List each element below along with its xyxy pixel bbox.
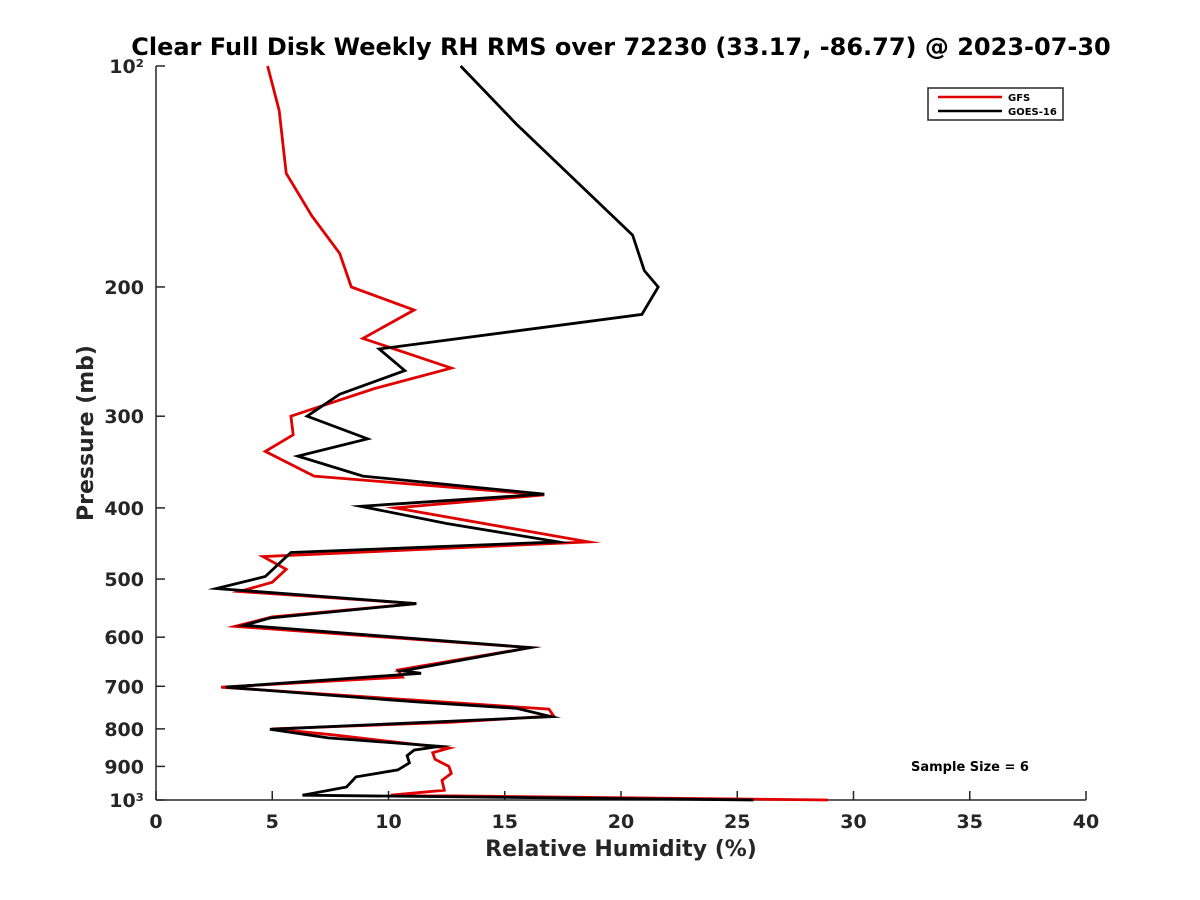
y-tick-label-700: 700 — [104, 676, 144, 698]
x-tick-label-20: 20 — [608, 811, 634, 833]
y-tick-label-800: 800 — [104, 719, 144, 741]
x-tick-label-0: 0 — [149, 811, 162, 833]
series-line-gfs — [221, 65, 828, 802]
y-tick-label-600: 600 — [104, 627, 144, 649]
y-tick-label-300: 300 — [104, 406, 144, 428]
y-tick-label-900: 900 — [104, 756, 144, 778]
y-tick-label-400: 400 — [104, 498, 144, 520]
y-tick-label-500: 500 — [104, 569, 144, 591]
x-tick-label-15: 15 — [492, 811, 518, 833]
series-layer — [207, 65, 828, 802]
x-tick-label-25: 25 — [724, 811, 750, 833]
x-tick-label-30: 30 — [840, 811, 866, 833]
sample-size-annotation: Sample Size = 6 — [911, 760, 1029, 775]
y-tick-label-200: 200 — [104, 277, 144, 299]
legend: GFS GOES-16 — [927, 87, 1064, 121]
x-tick-label-5: 5 — [266, 811, 279, 833]
x-tick-label-35: 35 — [957, 811, 983, 833]
y-tick-label-100: 10² — [109, 56, 144, 78]
y-tick-label-1000: 10³ — [109, 790, 144, 812]
x-axis-label: Relative Humidity (%) — [485, 837, 757, 862]
axes — [155, 66, 1086, 801]
x-ticks: 0 5 10 15 20 25 30 35 40 — [149, 791, 1099, 833]
chart-title: Clear Full Disk Weekly RH RMS over 72230… — [131, 33, 1111, 61]
y-axis-label: Pressure (mb) — [74, 345, 99, 521]
legend-label-gfs: GFS — [1008, 93, 1030, 104]
legend-box — [927, 87, 1064, 121]
x-tick-label-10: 10 — [375, 811, 401, 833]
x-tick-label-40: 40 — [1073, 811, 1099, 833]
legend-label-goes16: GOES-16 — [1008, 107, 1057, 118]
y-ticks: 10² 200 300 400 500 600 700 800 900 10³ — [104, 56, 165, 812]
series-line-goes16 — [207, 65, 754, 802]
